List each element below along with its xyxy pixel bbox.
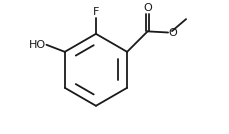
Text: F: F	[92, 7, 99, 17]
Text: O: O	[168, 27, 177, 38]
Text: O: O	[143, 3, 151, 13]
Text: HO: HO	[28, 40, 46, 50]
